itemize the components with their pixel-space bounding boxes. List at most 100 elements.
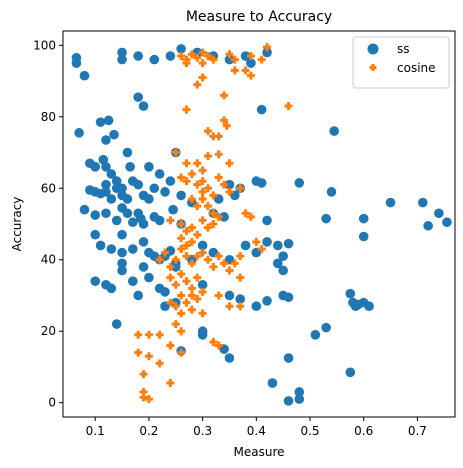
point-cosine — [182, 277, 191, 286]
point-cosine — [144, 352, 153, 361]
point-cosine — [177, 173, 186, 182]
legend-ss-label: ss — [397, 42, 410, 56]
point-cosine — [139, 370, 148, 379]
point-cosine — [187, 169, 196, 178]
point-cosine — [187, 223, 196, 232]
point-cosine — [193, 273, 202, 282]
x-tick-label: 0.2 — [139, 424, 158, 438]
point-ss — [262, 47, 272, 58]
point-ss — [109, 129, 119, 140]
point-ss — [262, 215, 272, 226]
point-ss — [165, 176, 176, 186]
point-cosine — [182, 227, 191, 236]
point-ss — [197, 329, 208, 340]
point-cosine — [198, 73, 207, 82]
point-cosine — [198, 309, 207, 318]
point-ss — [219, 212, 229, 222]
plot-frame — [62, 30, 456, 418]
point-cosine — [193, 80, 202, 89]
point-cosine — [187, 194, 196, 203]
point-cosine — [203, 223, 212, 232]
point-cosine — [222, 121, 231, 130]
point-ss — [133, 51, 143, 61]
point-ss — [251, 301, 262, 312]
point-cosine — [144, 395, 153, 404]
point-cosine — [171, 302, 180, 311]
point-ss — [122, 147, 133, 158]
point-ss — [101, 179, 111, 190]
point-cosine — [236, 302, 245, 311]
point-ss — [294, 394, 305, 404]
point-cosine — [214, 150, 223, 159]
point-ss — [101, 162, 111, 172]
point-ss — [149, 54, 160, 65]
point-ss — [117, 265, 127, 276]
point-cosine — [220, 259, 229, 268]
point-cosine — [166, 273, 175, 282]
point-cosine — [209, 220, 218, 228]
point-cosine — [198, 59, 207, 68]
point-ss — [117, 229, 127, 240]
point-cosine — [214, 212, 223, 221]
point-ss — [128, 217, 138, 228]
point-cosine — [284, 102, 293, 111]
y-tick-label: 0 — [48, 396, 56, 410]
point-ss — [106, 169, 117, 179]
point-cosine — [177, 309, 186, 318]
x-axis-label: Measure — [234, 445, 285, 459]
point-ss — [165, 51, 176, 61]
point-ss — [90, 276, 101, 286]
point-ss — [417, 197, 428, 208]
point-cosine — [198, 177, 207, 186]
point-ss — [144, 272, 154, 283]
point-cosine — [214, 341, 223, 350]
point-ss — [101, 208, 111, 219]
point-cosine — [171, 280, 180, 289]
point-ss — [128, 276, 138, 286]
point-cosine — [155, 330, 164, 339]
point-cosine — [187, 259, 196, 268]
point-cosine — [166, 298, 175, 307]
point-ss — [272, 258, 283, 269]
point-ss — [95, 240, 106, 251]
point-cosine — [182, 105, 191, 114]
point-cosine — [225, 187, 234, 196]
point-cosine — [182, 241, 191, 250]
point-cosine — [225, 266, 234, 275]
point-ss — [106, 194, 117, 204]
point-ss — [345, 367, 356, 378]
point-cosine — [134, 348, 143, 357]
point-ss — [79, 70, 90, 81]
point-cosine — [166, 341, 175, 350]
point-cosine — [209, 55, 218, 64]
point-cosine — [225, 50, 234, 59]
point-ss — [262, 237, 272, 247]
point-ss — [117, 54, 127, 65]
point-ss — [256, 104, 267, 115]
point-ss — [144, 194, 154, 204]
point-cosine — [161, 248, 170, 257]
point-cosine — [177, 52, 186, 61]
plot-points — [71, 43, 452, 406]
point-ss — [117, 258, 127, 269]
point-ss — [79, 204, 90, 215]
point-ss — [168, 204, 178, 215]
point-cosine — [193, 295, 202, 304]
point-cosine — [209, 191, 218, 200]
point-ss — [138, 237, 149, 247]
legend-cosine-label: cosine — [397, 61, 436, 75]
point-cosine — [177, 327, 186, 336]
point-cosine — [198, 216, 207, 225]
point-ss — [345, 288, 356, 299]
point-cosine — [171, 148, 180, 157]
point-ss — [165, 246, 176, 256]
point-ss — [149, 183, 160, 194]
point-cosine — [198, 287, 207, 296]
point-ss — [128, 244, 138, 254]
point-ss — [74, 128, 84, 138]
point-ss — [278, 251, 288, 261]
point-cosine — [214, 173, 223, 182]
point-cosine — [198, 187, 207, 196]
y-tick-label: 20 — [41, 324, 56, 338]
point-ss — [101, 135, 111, 145]
